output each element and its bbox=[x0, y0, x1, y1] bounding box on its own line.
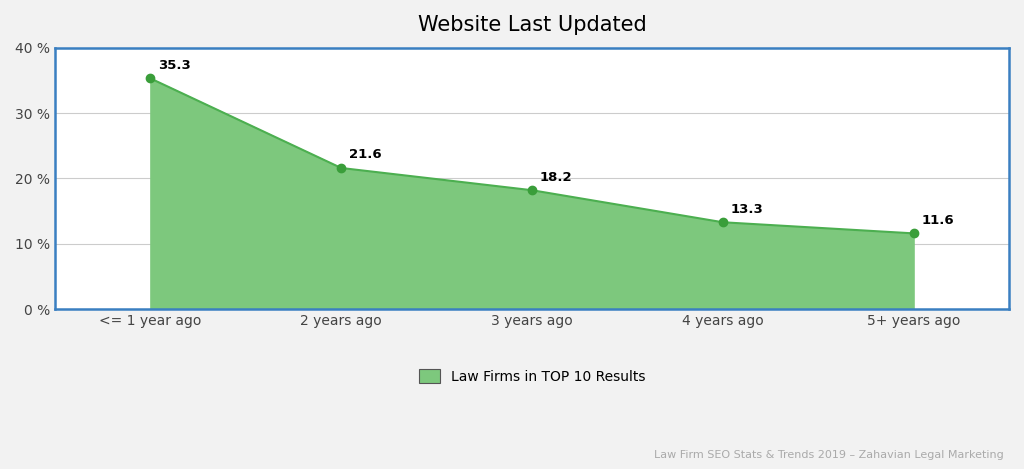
Text: 21.6: 21.6 bbox=[349, 149, 382, 161]
Text: 13.3: 13.3 bbox=[730, 203, 763, 216]
Title: Website Last Updated: Website Last Updated bbox=[418, 15, 646, 35]
Text: Law Firm SEO Stats & Trends 2019 – Zahavian Legal Marketing: Law Firm SEO Stats & Trends 2019 – Zahav… bbox=[653, 450, 1004, 460]
Text: 11.6: 11.6 bbox=[922, 214, 953, 227]
Text: 18.2: 18.2 bbox=[540, 171, 572, 184]
Text: 35.3: 35.3 bbox=[158, 59, 190, 72]
Legend: Law Firms in TOP 10 Results: Law Firms in TOP 10 Results bbox=[414, 363, 651, 389]
